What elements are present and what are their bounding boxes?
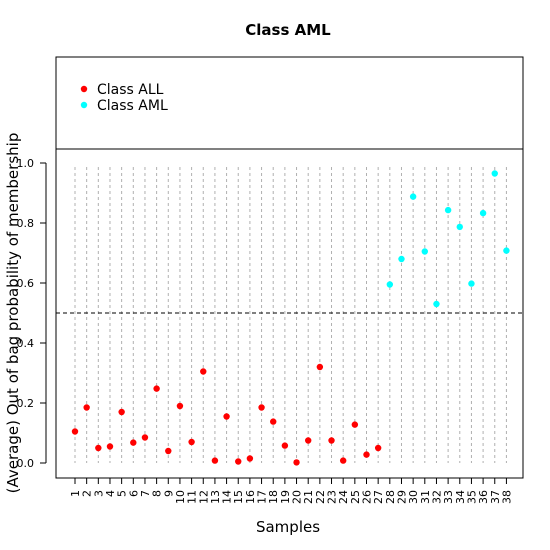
- x-tick-label: 15: [232, 490, 245, 504]
- x-tick-label: 10: [174, 490, 187, 504]
- x-tick-label: 16: [244, 490, 257, 504]
- x-tick-label: 28: [384, 490, 397, 504]
- x-tick-label: 2: [81, 490, 94, 497]
- data-point: [235, 458, 242, 465]
- y-tick-label: 1.0: [17, 157, 35, 170]
- data-point: [211, 457, 219, 464]
- data-point: [305, 437, 312, 444]
- data-point: [351, 421, 359, 428]
- x-tick-label: 12: [197, 490, 210, 504]
- data-point: [106, 443, 114, 450]
- x-tick-label: 8: [151, 490, 164, 497]
- x-tick-label: 24: [337, 490, 350, 504]
- x-tick-label: 37: [489, 490, 502, 504]
- y-tick-label: 0.6: [17, 277, 35, 290]
- sample-gridlines: [74, 167, 507, 463]
- data-point: [328, 437, 335, 444]
- data-point: [83, 404, 90, 411]
- data-point: [503, 247, 510, 254]
- y-axis: 0.0 0.2 0.4 0.6 0.8 1.0: [17, 157, 47, 470]
- x-tick-label: 1: [69, 490, 82, 497]
- x-tick-label: 34: [454, 490, 467, 504]
- x-tick-label: 6: [127, 490, 140, 497]
- data-point: [95, 444, 102, 452]
- x-tick-label: 4: [104, 490, 117, 497]
- data-point: [153, 385, 160, 392]
- legend-label: Class AML: [97, 98, 168, 114]
- y-axis-label: (Average) Out of bag probability of memb…: [4, 133, 22, 494]
- x-tick-label: 30: [407, 490, 420, 504]
- x-tick-label: 7: [139, 490, 152, 497]
- y-tick-label: 0.2: [17, 397, 35, 410]
- data-point: [200, 368, 207, 375]
- data-point: [409, 193, 417, 200]
- legend-marker: [80, 101, 88, 109]
- y-tick-label: 0.0: [17, 457, 35, 470]
- data-point: [339, 457, 347, 464]
- x-tick-label: 11: [186, 490, 199, 504]
- data-point: [421, 248, 428, 255]
- data-point: [71, 428, 79, 435]
- x-tick-label: 38: [500, 490, 513, 504]
- data-point: [386, 281, 394, 288]
- x-tick-label: 5: [116, 490, 129, 497]
- x-axis-label: Samples: [256, 518, 320, 536]
- data-point: [130, 439, 137, 446]
- data-point: [223, 413, 230, 420]
- data-point: [479, 209, 487, 217]
- data-points: [71, 170, 510, 466]
- x-tick-label: 31: [419, 490, 432, 504]
- x-tick-label: 29: [395, 490, 408, 504]
- y-tick-label: 0.8: [17, 217, 35, 230]
- x-tick-label: 13: [209, 490, 222, 504]
- x-tick-label: 27: [372, 490, 385, 504]
- x-tick-label: 35: [465, 490, 478, 504]
- data-point: [188, 438, 195, 446]
- data-point: [258, 404, 265, 411]
- data-point: [246, 455, 254, 462]
- data-point: [270, 418, 277, 425]
- data-point: [491, 170, 498, 177]
- data-point: [363, 451, 370, 458]
- data-point: [374, 444, 382, 452]
- data-point: [444, 206, 452, 214]
- data-point: [456, 223, 463, 231]
- data-point: [293, 459, 300, 466]
- x-tick-label: 25: [349, 490, 362, 504]
- x-tick-label: 9: [162, 490, 175, 497]
- data-point: [316, 363, 324, 371]
- x-tick-label: 21: [302, 490, 315, 504]
- x-tick-label: 22: [314, 490, 327, 504]
- x-tick-label: 36: [477, 490, 490, 504]
- legend-label: Class ALL: [97, 82, 164, 98]
- x-tick-label: 17: [256, 490, 269, 504]
- data-point: [141, 434, 149, 441]
- data-point: [281, 442, 289, 449]
- chart-title: Class AML: [245, 21, 331, 39]
- x-tick-label: 32: [430, 490, 443, 504]
- x-tick-label: 33: [442, 490, 455, 504]
- data-point: [433, 300, 440, 308]
- data-point: [165, 447, 172, 455]
- x-tick-label: 14: [221, 490, 234, 504]
- data-point: [176, 402, 184, 410]
- data-point: [468, 280, 475, 287]
- x-tick-label: 26: [361, 490, 374, 504]
- x-tick-label: 18: [267, 490, 280, 504]
- data-point: [398, 255, 405, 263]
- x-tick-label: 19: [279, 490, 292, 504]
- data-point: [118, 408, 125, 416]
- y-tick-label: 0.4: [17, 337, 35, 350]
- legend-marker: [80, 85, 88, 93]
- x-axis: 1234567891011121314151617181920212223242…: [69, 477, 513, 504]
- x-tick-label: 23: [326, 490, 339, 504]
- x-tick-label: 20: [291, 490, 304, 504]
- x-tick-label: 3: [92, 490, 105, 497]
